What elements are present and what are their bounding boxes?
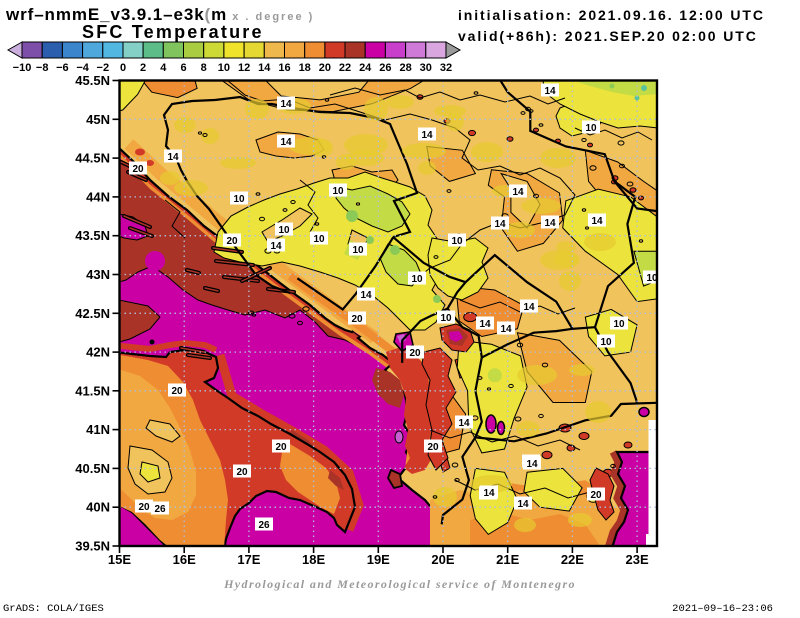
svg-text:10: 10	[218, 62, 230, 74]
svg-text:22E: 22E	[561, 552, 584, 567]
svg-text:20: 20	[319, 62, 331, 74]
svg-text:20: 20	[226, 236, 238, 247]
svg-text:41.5N: 41.5N	[75, 383, 110, 398]
svg-text:20: 20	[351, 314, 363, 325]
svg-text:43N: 43N	[86, 267, 110, 282]
svg-text:15E: 15E	[108, 552, 131, 567]
svg-text:−10: −10	[13, 62, 32, 74]
svg-text:10: 10	[233, 194, 245, 205]
svg-text:14: 14	[517, 499, 529, 510]
svg-text:8: 8	[201, 62, 207, 74]
svg-text:SFC Temperature: SFC Temperature	[82, 22, 264, 42]
svg-text:45N: 45N	[86, 112, 110, 127]
svg-text:44.5N: 44.5N	[75, 151, 110, 166]
svg-text:19E: 19E	[367, 552, 390, 567]
svg-text:32: 32	[440, 62, 452, 74]
svg-text:22: 22	[339, 62, 351, 74]
svg-text:10: 10	[613, 319, 625, 330]
svg-text:42.5N: 42.5N	[75, 306, 110, 321]
svg-text:14: 14	[421, 130, 433, 141]
svg-text:43.5N: 43.5N	[75, 228, 110, 243]
svg-text:39.5N: 39.5N	[75, 539, 110, 554]
svg-text:10: 10	[440, 313, 452, 324]
svg-text:12: 12	[238, 62, 250, 74]
svg-text:20: 20	[275, 442, 287, 453]
svg-text:14: 14	[479, 319, 491, 330]
svg-text:valid(+86h): 2021.SEP.20 02:00: valid(+86h): 2021.SEP.20 02:00 UTC	[458, 28, 758, 44]
svg-text:initialisation: 2021.09.16. 12: initialisation: 2021.09.16. 12:00 UTC	[458, 7, 765, 23]
svg-text:−2: −2	[97, 62, 110, 74]
svg-text:16E: 16E	[173, 552, 196, 567]
svg-text:14: 14	[591, 216, 603, 227]
svg-text:14: 14	[280, 99, 292, 110]
svg-text:17E: 17E	[237, 552, 260, 567]
svg-text:14: 14	[544, 218, 556, 229]
svg-text:20: 20	[409, 348, 421, 359]
svg-text:2: 2	[140, 62, 146, 74]
svg-text:20: 20	[427, 442, 439, 453]
svg-text:4: 4	[160, 62, 167, 74]
svg-text:14: 14	[458, 418, 470, 429]
svg-text:10: 10	[600, 337, 612, 348]
svg-text:GrADS: COLA/IGES: GrADS: COLA/IGES	[3, 603, 104, 615]
svg-text:10: 10	[411, 274, 423, 285]
svg-text:41N: 41N	[86, 422, 110, 437]
svg-text:40.5N: 40.5N	[75, 461, 110, 476]
svg-text:−8: −8	[36, 62, 49, 74]
svg-text:2021–09–16–23:06: 2021–09–16–23:06	[672, 603, 773, 615]
svg-text:14: 14	[270, 241, 282, 252]
svg-text:20: 20	[132, 164, 144, 175]
svg-text:45.5N: 45.5N	[75, 73, 110, 88]
svg-text:10: 10	[646, 273, 658, 284]
svg-text:18: 18	[299, 62, 311, 74]
svg-text:20: 20	[236, 467, 248, 478]
svg-text:14: 14	[483, 488, 495, 499]
svg-text:10: 10	[313, 234, 325, 245]
svg-text:42N: 42N	[86, 345, 110, 360]
svg-text:20: 20	[138, 502, 150, 513]
svg-text:23E: 23E	[626, 552, 649, 567]
svg-text:10: 10	[585, 123, 597, 134]
svg-text:14: 14	[500, 324, 512, 335]
svg-text:14: 14	[512, 187, 524, 198]
svg-text:44N: 44N	[86, 189, 110, 204]
svg-text:14: 14	[167, 152, 179, 163]
svg-text:26: 26	[154, 504, 166, 515]
svg-text:14: 14	[526, 459, 538, 470]
svg-text:10: 10	[451, 236, 463, 247]
svg-text:−4: −4	[76, 62, 89, 74]
svg-text:10: 10	[332, 186, 344, 197]
svg-text:14: 14	[523, 302, 535, 313]
svg-text:30: 30	[420, 62, 432, 74]
svg-text:24: 24	[359, 62, 372, 74]
svg-text:14: 14	[494, 219, 506, 230]
svg-text:6: 6	[180, 62, 186, 74]
svg-text:10: 10	[352, 245, 364, 256]
svg-text:40N: 40N	[86, 500, 110, 515]
svg-text:16: 16	[278, 62, 290, 74]
svg-text:14: 14	[360, 290, 372, 301]
svg-text:10: 10	[278, 225, 290, 236]
svg-text:26: 26	[258, 520, 270, 531]
svg-text:0: 0	[120, 62, 126, 74]
svg-text:20: 20	[590, 490, 602, 501]
svg-text:Hydrological and Meteorologica: Hydrological and Meteorological service …	[223, 577, 576, 591]
svg-text:14: 14	[280, 137, 292, 148]
svg-text:14: 14	[544, 86, 556, 97]
svg-text:21E: 21E	[496, 552, 519, 567]
svg-text:26: 26	[379, 62, 391, 74]
svg-text:18E: 18E	[302, 552, 325, 567]
svg-text:28: 28	[399, 62, 411, 74]
svg-text:20E: 20E	[431, 552, 454, 567]
svg-text:14: 14	[258, 62, 271, 74]
svg-text:−6: −6	[56, 62, 69, 74]
svg-text:20: 20	[171, 386, 183, 397]
